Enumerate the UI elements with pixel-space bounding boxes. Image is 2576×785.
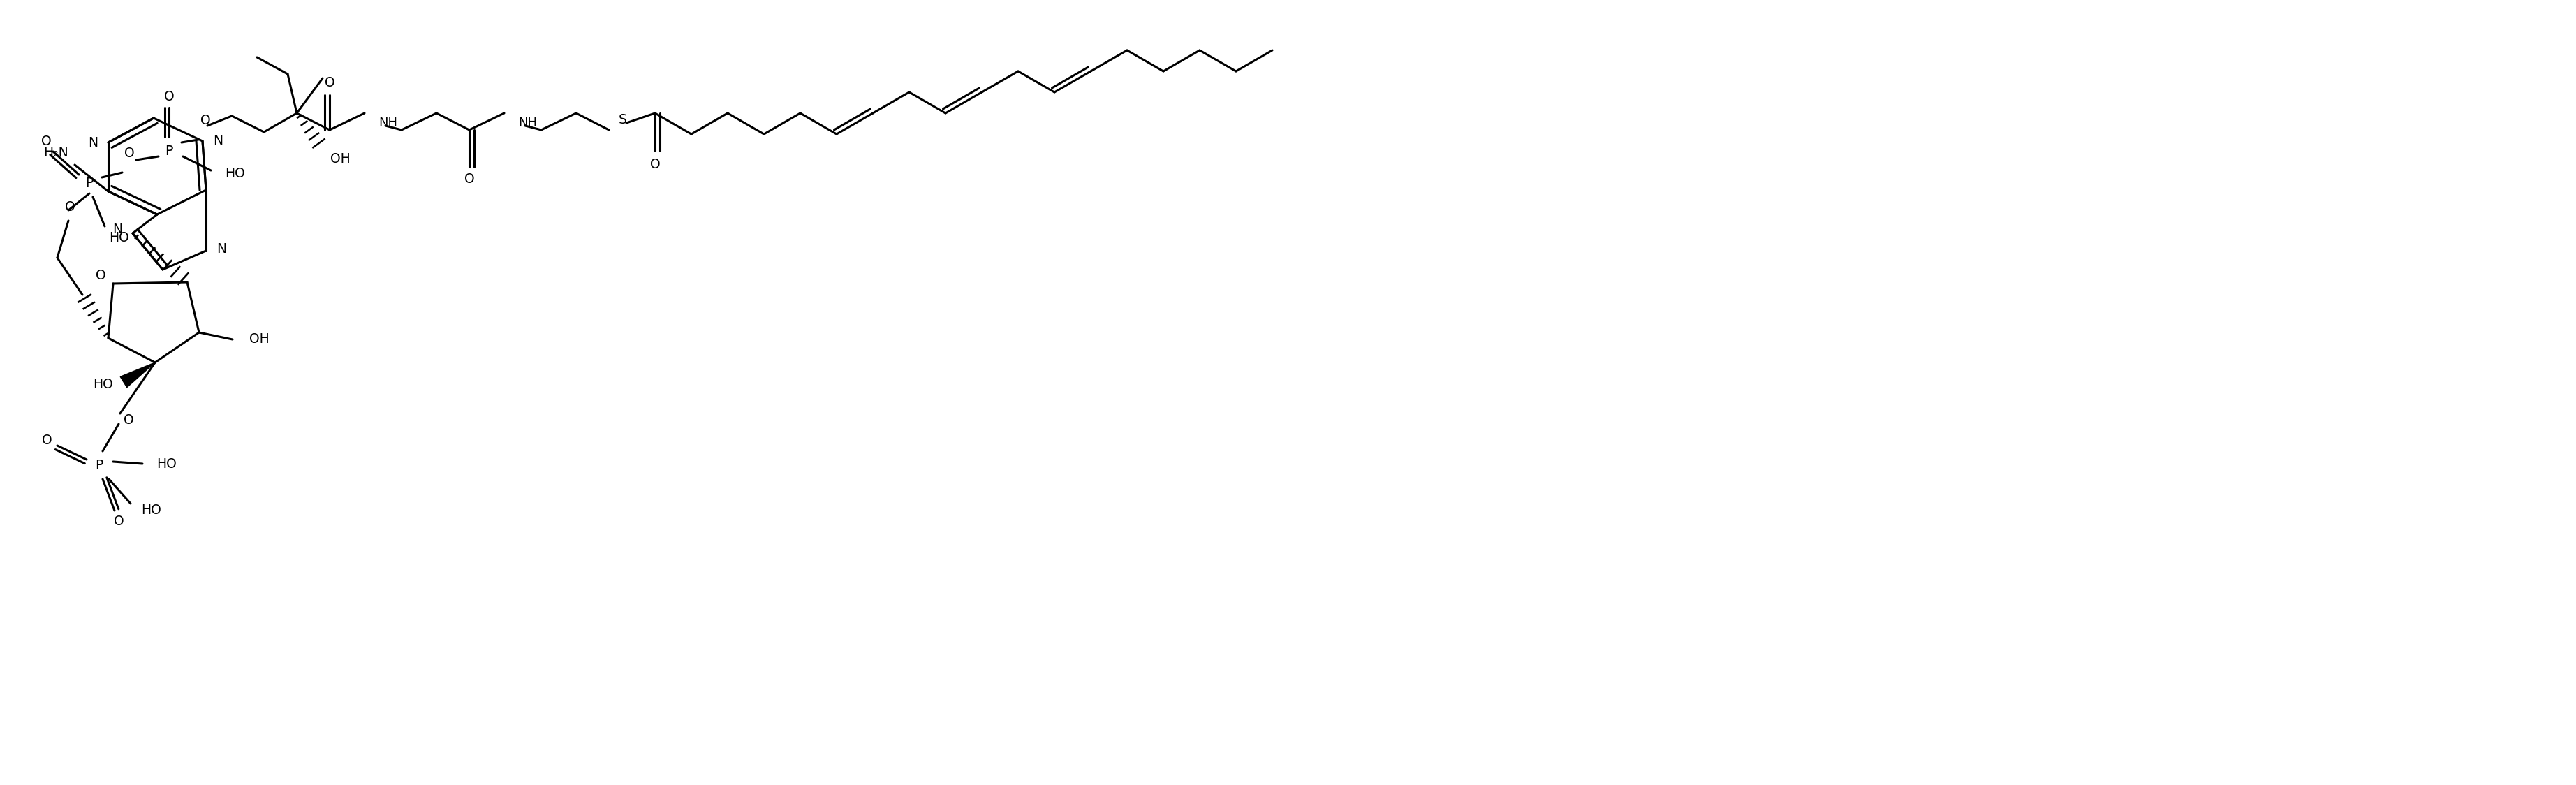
- Text: OH: OH: [250, 333, 270, 346]
- Text: N: N: [216, 243, 227, 256]
- Text: N: N: [214, 134, 222, 148]
- Polygon shape: [121, 363, 155, 387]
- Text: P: P: [95, 458, 103, 472]
- Text: O: O: [113, 514, 124, 528]
- Text: O: O: [64, 200, 75, 214]
- Text: O: O: [201, 114, 211, 126]
- Text: O: O: [41, 434, 52, 447]
- Text: N: N: [113, 223, 121, 236]
- Text: HO: HO: [142, 504, 162, 517]
- Text: O: O: [165, 89, 175, 103]
- Text: OH: OH: [330, 152, 350, 165]
- Text: O: O: [95, 268, 106, 282]
- Text: N: N: [88, 136, 98, 149]
- Text: O: O: [124, 146, 134, 159]
- Text: P: P: [165, 144, 173, 158]
- Text: P: P: [85, 177, 93, 190]
- Text: NH: NH: [518, 117, 536, 130]
- Text: HO: HO: [224, 166, 245, 180]
- Text: O: O: [325, 76, 335, 89]
- Text: O: O: [464, 173, 474, 186]
- Text: HO: HO: [108, 231, 129, 244]
- Text: O: O: [649, 159, 659, 171]
- Text: NH: NH: [379, 117, 397, 130]
- Text: O: O: [41, 134, 52, 148]
- Text: HO: HO: [157, 457, 178, 470]
- Text: S: S: [618, 114, 626, 126]
- Text: HO: HO: [93, 378, 113, 392]
- Text: H₂N: H₂N: [44, 146, 70, 159]
- Text: O: O: [124, 414, 134, 427]
